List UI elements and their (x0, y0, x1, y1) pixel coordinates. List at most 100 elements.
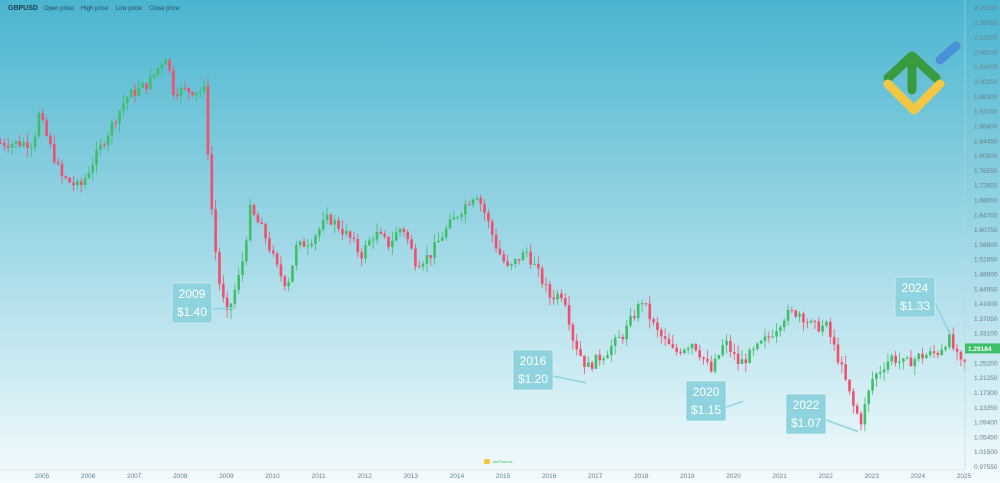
callout-leader (211, 307, 236, 310)
candle-body (786, 310, 790, 321)
candle-body (771, 336, 774, 338)
candle-body (590, 362, 594, 369)
candle-body (702, 357, 705, 359)
candle-body (694, 343, 698, 351)
candle-body (314, 235, 317, 244)
candle-body (756, 343, 759, 349)
candle-body (575, 340, 579, 350)
candle-body (948, 334, 951, 348)
candle-body (352, 237, 356, 239)
candle-body (955, 348, 959, 352)
candle-body (817, 321, 821, 332)
candle-body (49, 135, 52, 144)
candle-body (425, 255, 429, 264)
candle-body (417, 266, 421, 268)
candle-body (83, 177, 87, 185)
price-tick-label: 1.44950 (974, 286, 998, 293)
candle-body (318, 229, 321, 236)
candle-body (3, 143, 6, 146)
candle-body (356, 238, 360, 253)
open-price-label: Open price: (43, 5, 75, 12)
candle-body (402, 228, 406, 232)
candle-body (579, 349, 582, 356)
candle-body (56, 162, 60, 164)
candle-body (894, 355, 897, 363)
price-tick-label: 1.76550 (974, 168, 998, 175)
candle-body (52, 143, 56, 163)
price-axis: 2.20000 2.16050 2.12100 2.08150 2.04200 2.002… (964, 0, 998, 471)
candle-body (295, 245, 298, 266)
callout-year: 2009 (179, 287, 206, 301)
time-tick-label: 2011 (312, 473, 326, 480)
candle-body (183, 87, 187, 89)
current-price-badge (965, 343, 1000, 354)
candle-body (64, 175, 68, 178)
candle-body (748, 349, 751, 364)
candle-body (652, 319, 655, 323)
candle-body (944, 347, 947, 350)
chart-legend: GBPUSD Open price: High price: Low price… (8, 5, 181, 12)
candle-body (122, 102, 125, 111)
time-tick-label: 2009 (219, 473, 234, 480)
candle-body (145, 83, 148, 90)
price-tick-label: 2.20000 (974, 5, 998, 12)
price-tick-label: 1.01500 (974, 449, 998, 456)
callout-leader (825, 419, 859, 433)
candle-body (475, 197, 479, 200)
candle-body (905, 357, 909, 359)
candle-body (821, 325, 824, 332)
low-price-label: Low price: (115, 5, 144, 12)
callout-price: $1.15 (691, 403, 721, 417)
candle-body (759, 340, 763, 344)
callout-year: 2024 (902, 281, 929, 295)
candle-body (421, 263, 425, 267)
candle-body (225, 297, 229, 310)
close-price-label: Close price: (149, 5, 181, 12)
candle-body (556, 293, 559, 300)
candle-body (106, 135, 110, 146)
candle-body (325, 214, 329, 221)
candle-body (686, 348, 690, 350)
callout-2022: 2022 $1.07 (785, 393, 859, 435)
candle-body (859, 413, 863, 425)
price-tick-label: 1.13350 (974, 405, 998, 412)
candle-body (275, 253, 279, 265)
candle-body (698, 350, 701, 358)
candle-body (510, 264, 513, 266)
candle-body (187, 88, 191, 93)
price-tick-label: 1.60750 (974, 227, 998, 234)
candle-body (517, 259, 521, 261)
candle-body (798, 313, 801, 317)
candle-body (844, 364, 847, 380)
candle-body (886, 361, 890, 370)
candle-body (479, 197, 483, 204)
candle-body (571, 324, 575, 341)
callout-box (785, 393, 827, 435)
callout-year: 2016 (520, 354, 547, 368)
candle-body (348, 231, 352, 238)
candle-body (909, 357, 913, 367)
candle-body (102, 144, 106, 146)
candle-body (110, 122, 114, 136)
price-tick-label: 1.84450 (974, 138, 998, 145)
symbol-label: GBPUSD (8, 5, 38, 12)
candle-body (375, 231, 379, 240)
candle-body (410, 239, 413, 249)
candle-body (644, 303, 648, 305)
candle-body (448, 219, 452, 229)
candle-body (921, 353, 924, 359)
candle-body (683, 349, 686, 354)
candle-body (848, 379, 851, 392)
current-price-tag: 1.29184 (965, 343, 1000, 354)
candle-body (210, 154, 214, 210)
candle-body (767, 336, 771, 338)
candle-body (659, 329, 663, 337)
candle-body (191, 92, 194, 96)
candle-body (483, 203, 486, 213)
candle-body (33, 136, 37, 148)
candle-body (498, 248, 502, 255)
candle-body (790, 310, 794, 312)
candle-body (537, 263, 540, 269)
